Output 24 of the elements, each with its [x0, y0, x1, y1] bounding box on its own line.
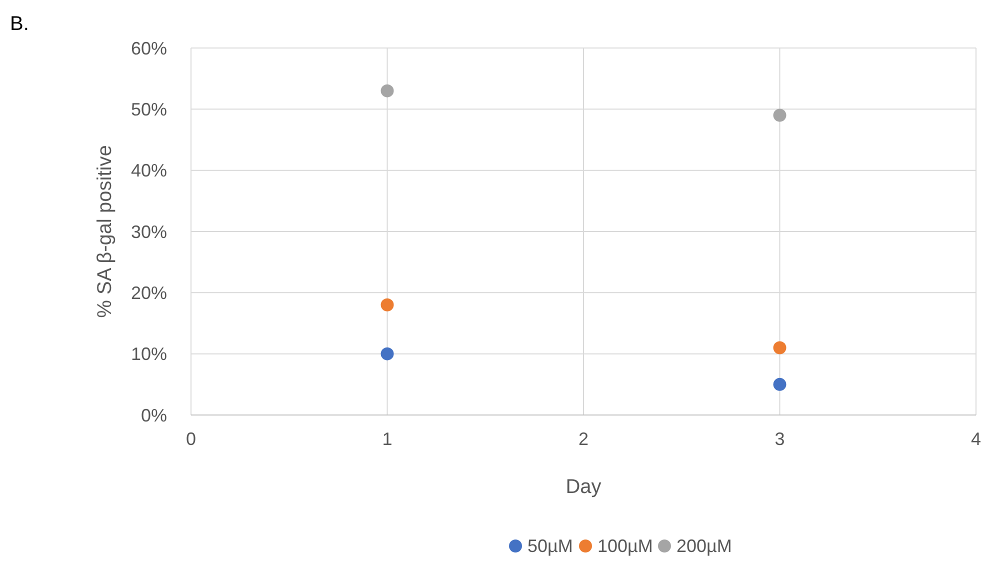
text: B. [10, 13, 29, 35]
y-tick-label: 40% [130, 160, 167, 181]
x-tick-label: 3 [774, 429, 785, 449]
point [380, 84, 394, 98]
y-tick-label: 30% [130, 222, 167, 242]
y-tick-label: 10% [130, 344, 167, 364]
point [773, 378, 786, 391]
x-axis-title: Day [566, 476, 602, 498]
x-tick-label: 1 [382, 429, 392, 449]
point [773, 341, 786, 354]
y-tick-label: 0% [140, 405, 167, 426]
point [773, 108, 786, 122]
legend-label: 200µM [676, 536, 732, 556]
x-tick-label: 0 [186, 429, 196, 449]
point [380, 298, 394, 312]
y-tick-label: 60% [130, 38, 167, 58]
x-tick-label: 4 [970, 429, 982, 449]
legend-label: 50µM [528, 536, 573, 556]
y-tick-label: 50% [130, 99, 167, 120]
y-tick-label: 20% [130, 282, 167, 303]
y-axis-title: % SA β-gal positive [94, 145, 116, 318]
legend-label: 100µM [598, 536, 653, 556]
point [380, 347, 394, 360]
x-tick-label: 2 [578, 429, 589, 449]
